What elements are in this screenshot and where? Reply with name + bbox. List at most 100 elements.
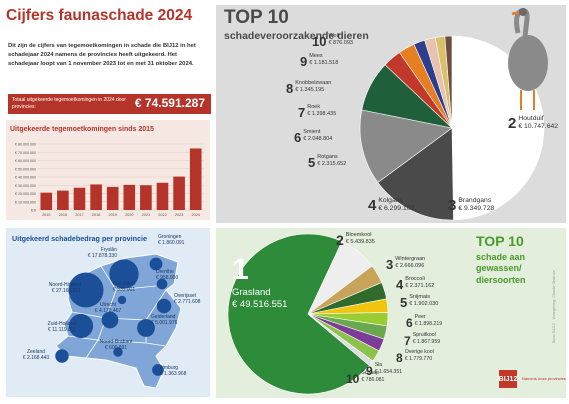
rank-name: Grasland — [232, 287, 271, 298]
province-name: Zeeland — [27, 349, 45, 355]
rank-value: € 1.345.195 — [295, 86, 325, 93]
rank-name: Roek — [307, 104, 321, 110]
rank-value: € 1.398.435 — [307, 110, 337, 117]
rank-item-9: 9 Sla € 1.654.351 — [366, 362, 402, 380]
rank-item-4: 4 Broccoli € 2.371.162 — [396, 276, 434, 294]
rank-name: Wolf — [328, 33, 340, 39]
rank-value: € 786.081 — [361, 376, 385, 383]
rank-item-1: 1 Grasland € 49.516.551 — [232, 253, 287, 311]
rank-name: Mees — [309, 53, 323, 59]
slice-houtduif — [377, 127, 454, 221]
rank-value: € 9.349.728 — [458, 205, 495, 213]
rank-number: 3 — [448, 197, 457, 214]
total-value: € 74.591.287 — [134, 96, 205, 110]
bar-2015 — [40, 192, 53, 210]
bar-chart-panel: Uitgekeerde tegemoetkomingen sinds 2015 … — [6, 120, 210, 220]
bar-chart-title: Uitgekeerde tegemoetkomingen sinds 2015 — [10, 126, 154, 133]
rank-name: Houtduif — [518, 115, 544, 122]
province-name: Gelderland — [151, 314, 176, 320]
x-tick-label: 2023 — [175, 213, 183, 217]
province-name: Groningen — [158, 234, 182, 240]
rank-value: € 2.315.652 — [317, 160, 347, 167]
rank-name: Wintergraan — [395, 256, 426, 262]
province-name: Fryslân — [101, 247, 118, 253]
rank-value: € 1.898.219 — [414, 320, 443, 327]
bar-2022 — [156, 182, 169, 210]
rank-number: 2 — [508, 115, 517, 132]
rank-name: Overige kool — [404, 349, 434, 355]
rank-value: € 1.902.030 — [409, 300, 439, 307]
rank-value: € 6.299.102 — [378, 205, 415, 213]
rank-value: € 10.747.642 — [518, 123, 559, 131]
province-bubble-utrecht — [101, 311, 119, 329]
bar-chart: € 0 € 10.000.000 € 20.000.000 € 30.000.000 €… — [15, 143, 204, 217]
animal-panel: TOP 10 schadeveroorzakende dieren 1 Grauw… — [216, 5, 566, 223]
rank-name: Schaap — [361, 370, 379, 376]
province-value: € 2.168.443 — [23, 355, 50, 361]
x-tick-label: 2022 — [158, 213, 166, 217]
province-bubble-drenthe — [156, 278, 168, 290]
y-tick-label: € 30.000.000 — [15, 184, 36, 188]
credit-text: Bron: BIJ12 · Vormgeving: Charlie Onsman — [552, 270, 556, 343]
rank-name: Rotgans — [317, 154, 338, 160]
y-tick-label: € 70.000.000 — [15, 151, 36, 155]
province-name: Overijssel — [174, 293, 196, 299]
rank-item-8: 8 Knobbelzwaan € 1.345.195 — [286, 80, 331, 98]
bar-2023 — [173, 176, 185, 210]
rank-value: € 5.439.835 — [345, 238, 375, 245]
y-tick-label: € 50.000.000 — [15, 167, 36, 171]
rank-item-2: 2 Bloemkool € 5.439.835 — [336, 232, 375, 250]
goose-illustration — [508, 8, 548, 110]
rank-number: 10 — [346, 372, 360, 386]
y-tick-label: € 20.000.000 — [15, 192, 36, 196]
slice-schaap — [307, 313, 374, 366]
rank-number: 7 — [298, 105, 306, 120]
y-tick-label: € 60.000.000 — [15, 159, 36, 163]
rank-name: Broccoli — [405, 276, 425, 282]
rank-item-10: 10 Wolf € 876.093 — [312, 33, 353, 51]
slice-brandgans — [359, 109, 453, 183]
intro-text: Dit zijn de cijfers van tegemoetkomingen… — [8, 43, 196, 67]
y-tick-label: € 80.000.000 — [15, 143, 36, 147]
province-value: € 5.001.976 — [151, 320, 178, 326]
rank-number: 2 — [336, 232, 344, 248]
crop-panel: TOP 10 schade aan gewassen/ diersoorten … — [216, 228, 566, 398]
rank-number: 10 — [312, 34, 327, 49]
x-tick-label: 2018 — [92, 213, 100, 217]
rank-item-3: 3 Brandgans € 9.349.728 — [448, 197, 494, 215]
rank-number: 8 — [286, 81, 294, 96]
page-title: Cijfers faunaschade 2024 — [6, 7, 193, 24]
province-name: Noord-Brabant — [100, 339, 133, 345]
province-value: € 2.771.608 — [174, 299, 201, 305]
rank-item-8: 8 Overige kool € 1.779.770 — [396, 349, 434, 367]
rank-value: € 1.654.351 — [374, 368, 403, 375]
rank-name: Spruitkool — [412, 332, 436, 338]
province-value: € 11.119.811 — [48, 327, 76, 333]
province-value: € 958.900 — [156, 275, 178, 281]
province-name: Zuid-Holland — [48, 321, 77, 327]
rank-number: 1 — [232, 253, 249, 286]
rank-item-3: 3 Wintergraan € 2.666.096 — [386, 256, 425, 274]
rank-item-5: 5 Rotgans € 2.315.652 — [308, 154, 346, 172]
x-tick-label: 2024 — [191, 213, 199, 217]
rank-name: Bloemkool — [345, 232, 372, 238]
rank-value: € 1.867.959 — [412, 338, 441, 345]
province-value: € 4.170.467 — [95, 308, 122, 314]
rank-item-6: 6 Peer € 1.898.219 — [406, 314, 442, 332]
bij12-tagline: Namens onze provincies — [522, 376, 566, 381]
province-value: € 600.891 — [105, 345, 127, 351]
rank-number: 3 — [386, 257, 394, 272]
rank-number: 6 — [294, 130, 302, 145]
rank-name: Brandgans — [458, 197, 492, 204]
rank-number: 9 — [300, 54, 308, 69]
province-bubble-noord-brabant — [113, 347, 123, 357]
province-bubble-frysl-n — [109, 259, 139, 289]
rank-item-1: 1 Grauwe gans € 35.191.515 — [462, 47, 513, 100]
x-tick-label: 2020 — [125, 213, 133, 217]
rank-item-2: 2 Houtduif € 10.747.642 — [508, 115, 558, 133]
rank-value: € 1.779.770 — [404, 355, 433, 362]
animal-subtitle: schadeveroorzakende dieren — [224, 30, 369, 42]
rank-number: 6 — [406, 316, 413, 330]
map-panel: Groningen € 1.860.091 Fryslân € 17.878.330 D… — [6, 228, 210, 397]
province-value: € 1.860.091 — [158, 240, 185, 246]
